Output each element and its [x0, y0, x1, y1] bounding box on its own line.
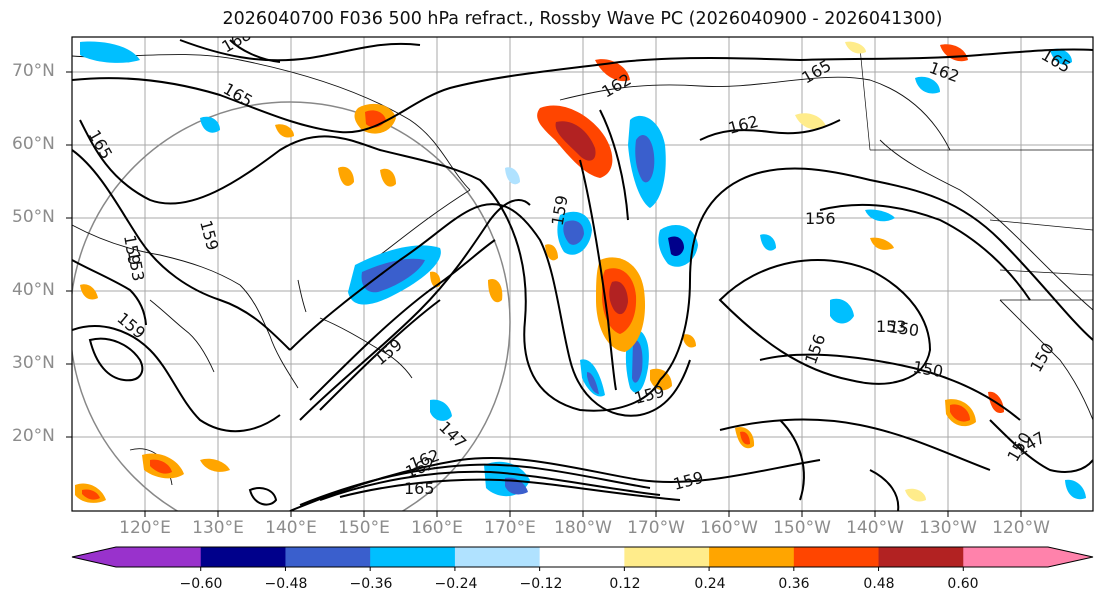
colorbar-segment [454, 547, 541, 567]
colorbar-segment [539, 547, 625, 567]
contour-label: 165 [404, 479, 435, 498]
colorbar-segment [624, 547, 710, 567]
contour-label: 162 [726, 112, 760, 138]
colorbar-tick-label: −0.60 [179, 576, 223, 592]
contour-label: 165 [85, 127, 117, 163]
colorbar-tick-label: −0.48 [264, 576, 308, 592]
negative-anomaly-shading [80, 41, 1086, 500]
colorbar-tick-label: −0.12 [519, 576, 563, 592]
colorbar-segment [370, 547, 456, 567]
colorbar-segment [878, 547, 964, 567]
lat-label-30n: 30°N [12, 353, 55, 373]
lon-label: 160°E [411, 518, 463, 538]
colorbar-extend-min [72, 547, 116, 567]
contour-label: 150 [1026, 339, 1058, 375]
colorbar-segment [709, 547, 795, 567]
contour-label: 150 [887, 317, 920, 340]
lat-label-60n: 60°N [12, 134, 55, 154]
lon-label: 130°E [192, 518, 244, 538]
lon-label: 140°E [265, 518, 317, 538]
lon-label: 130°W [919, 518, 977, 538]
lat-label-50n: 50°N [12, 207, 55, 227]
colorbar-tick-label: 0.48 [863, 576, 895, 592]
colorbar-tick-label: 0.60 [947, 576, 979, 592]
lon-label: 180°W [554, 518, 612, 538]
contour-label: 156 [805, 209, 836, 228]
map-title: 2026040700 F036 500 hPa refract., Rossby… [222, 9, 943, 29]
colorbar-tick-label: 0.24 [694, 576, 726, 592]
colorbar-tick-label: 0.12 [609, 576, 641, 592]
lat-label-40n: 40°N [12, 280, 55, 300]
lon-label: 140°W [846, 518, 904, 538]
contour-label: 156 [801, 332, 829, 367]
lon-label: 120°W [992, 518, 1050, 538]
gridlines [72, 37, 1093, 511]
colorbar-extend-max [1048, 547, 1093, 567]
colorbar-tick-label: 0.36 [778, 576, 810, 592]
lat-label-20n: 20°N [12, 426, 55, 446]
lat-label-70n: 70°N [12, 61, 55, 81]
colorbar-outline [71, 546, 1094, 568]
height-contours [72, 39, 1093, 511]
lon-label: 160°W [700, 518, 758, 538]
colorbar-segment [200, 547, 286, 567]
positive-anomaly-shading [75, 41, 1004, 503]
colorbar-segment [285, 547, 371, 567]
contour-label: 168 [219, 25, 255, 57]
contour-label: 153 [876, 317, 907, 336]
contour-label: 147 [435, 417, 470, 452]
lon-label: 170°E [484, 518, 536, 538]
range-circle [72, 101, 511, 511]
contour-label: 162 [599, 70, 635, 102]
lon-label: 120°E [119, 518, 171, 538]
colorbar-segment [793, 547, 880, 567]
coastlines [72, 47, 1093, 486]
contour-label: 159 [671, 468, 705, 494]
axis-ticks [66, 71, 1022, 517]
lon-label: 170°W [627, 518, 685, 538]
colorbar [71, 546, 1094, 571]
contour-label: 153 [124, 249, 148, 282]
colorbar-tick-label: −0.24 [434, 576, 478, 592]
colorbar-segment [963, 547, 1049, 567]
contour-label: 150 [911, 357, 944, 381]
lon-label: 150°E [338, 518, 390, 538]
colorbar-segment [116, 547, 202, 567]
colorbar-tick-label: −0.36 [349, 576, 393, 592]
lon-label: 150°W [773, 518, 831, 538]
